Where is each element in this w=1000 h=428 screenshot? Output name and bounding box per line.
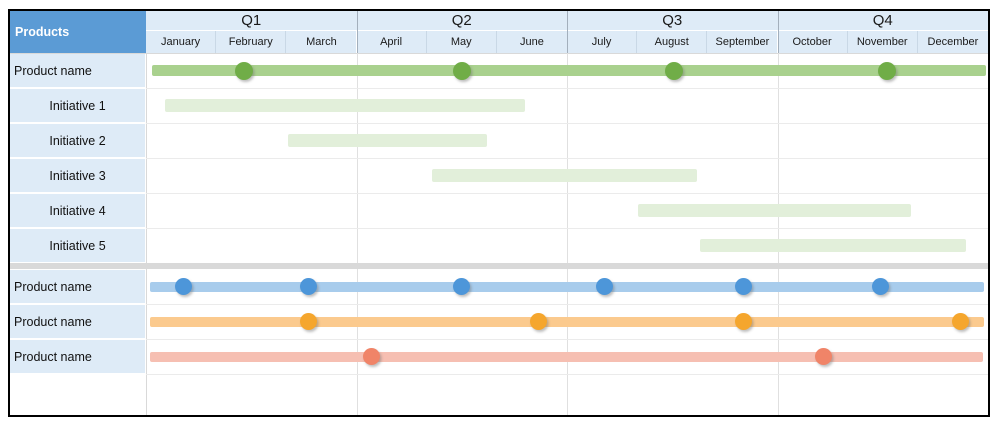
initiative-bar[interactable] <box>164 99 525 112</box>
initiative-bar[interactable] <box>287 134 487 147</box>
row-grid-line <box>146 339 988 340</box>
milestone-dot-red[interactable] <box>814 348 832 365</box>
timeline-bar-blue[interactable] <box>150 281 984 292</box>
quarter-header-q4[interactable]: Q4 <box>777 11 988 31</box>
row-label-product-orange[interactable]: Product name <box>10 305 145 338</box>
milestone-dot-orange[interactable] <box>529 313 547 330</box>
row-label-initiative-3[interactable]: Initiative 3 <box>10 159 145 192</box>
initiative-bar[interactable] <box>637 204 911 217</box>
month-header-august[interactable]: August <box>637 31 708 53</box>
month-header-april[interactable]: April <box>356 31 427 53</box>
initiative-bar[interactable] <box>432 169 697 182</box>
products-header-cell[interactable]: Products <box>10 11 146 53</box>
milestone-dot-blue[interactable] <box>452 278 470 295</box>
row-label-initiative-4[interactable]: Initiative 4 <box>10 194 145 227</box>
row-grid-line <box>146 88 988 89</box>
row-label-product-green[interactable]: Product name <box>10 54 145 87</box>
roadmap-table: Products Q1 Q2 Q3 Q4 January February March Apri… <box>8 9 990 417</box>
row-label-initiative-2[interactable]: Initiative 2 <box>10 124 145 157</box>
quarter-header-q1[interactable]: Q1 <box>146 11 357 31</box>
milestone-dot-green[interactable] <box>877 61 896 80</box>
month-header-october[interactable]: October <box>777 31 848 53</box>
month-header-september[interactable]: September <box>707 31 778 53</box>
row-label-initiative-1[interactable]: Initiative 1 <box>10 89 145 122</box>
milestone-dot-green[interactable] <box>664 61 683 80</box>
label-column-boundary-line <box>146 53 147 415</box>
timeline-bar-red[interactable] <box>150 351 984 362</box>
row-grid-line <box>146 228 988 229</box>
roadmap-table-inner: Products Q1 Q2 Q3 Q4 January February March Apri… <box>10 11 988 415</box>
milestone-dot-green[interactable] <box>235 61 254 80</box>
month-header-june[interactable]: June <box>496 31 567 53</box>
header-bottom-line <box>10 53 988 54</box>
section-divider <box>10 263 988 269</box>
milestone-dot-blue[interactable] <box>174 278 192 295</box>
month-header-december[interactable]: December <box>917 31 988 53</box>
month-header-may[interactable]: May <box>426 31 497 53</box>
row-label-initiative-5[interactable]: Initiative 5 <box>10 229 145 262</box>
timeline-bar-green[interactable] <box>151 65 986 76</box>
row-label-product-red[interactable]: Product name <box>10 340 145 373</box>
milestone-dot-orange[interactable] <box>299 313 317 330</box>
milestone-dot-orange[interactable] <box>952 313 970 330</box>
row-grid-line <box>146 374 988 375</box>
milestone-dot-blue[interactable] <box>299 278 317 295</box>
month-header-january[interactable]: January <box>146 31 217 53</box>
initiative-bar[interactable] <box>699 239 967 252</box>
month-header-february[interactable]: February <box>216 31 287 53</box>
month-header-july[interactable]: July <box>567 31 638 53</box>
milestone-dot-blue[interactable] <box>734 278 752 295</box>
row-label-product-blue[interactable]: Product name <box>10 270 145 303</box>
milestone-dot-blue[interactable] <box>872 278 890 295</box>
row-grid-line <box>146 158 988 159</box>
milestone-dot-orange[interactable] <box>734 313 752 330</box>
row-grid-line <box>146 304 988 305</box>
month-header-november[interactable]: November <box>847 31 918 53</box>
quarter-header-q3[interactable]: Q3 <box>567 11 778 31</box>
month-header-march[interactable]: March <box>286 31 357 53</box>
milestone-dot-blue[interactable] <box>596 278 614 295</box>
milestone-dot-green[interactable] <box>452 61 471 80</box>
quarter-header-q2[interactable]: Q2 <box>356 11 567 31</box>
row-grid-line <box>146 123 988 124</box>
milestone-dot-red[interactable] <box>363 348 381 365</box>
row-grid-line <box>146 193 988 194</box>
timeline-bar-orange[interactable] <box>150 316 984 327</box>
